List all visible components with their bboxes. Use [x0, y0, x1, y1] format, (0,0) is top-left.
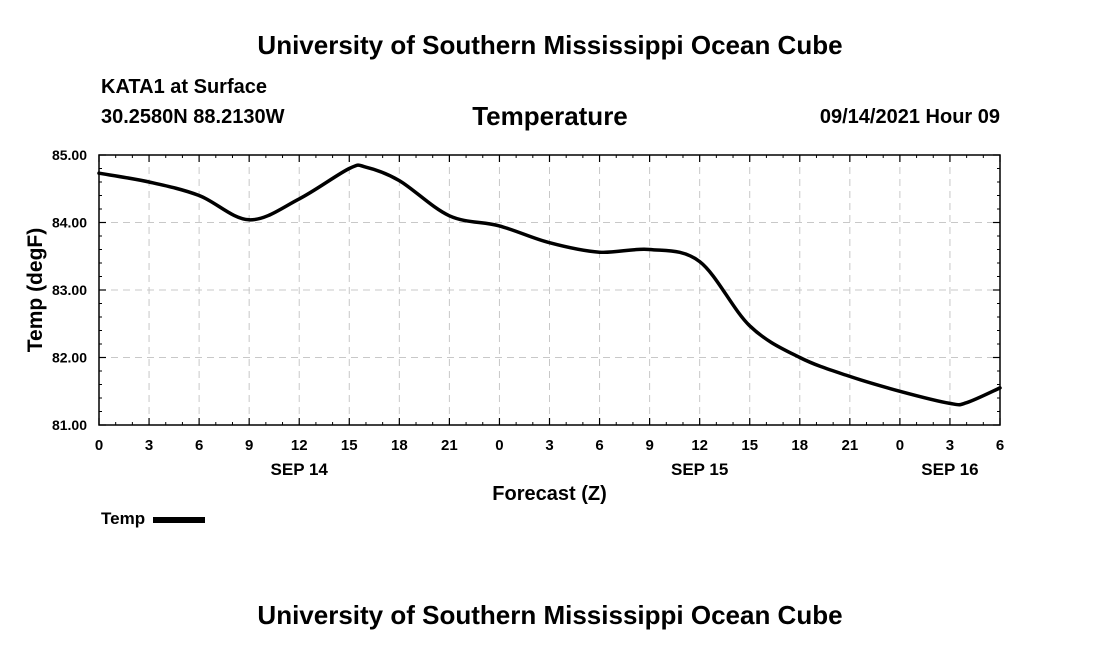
chart-title: Temperature: [472, 101, 628, 131]
x-axis-label: Forecast (Z): [492, 483, 606, 505]
x-tick-label: 12: [691, 437, 708, 454]
x-tick-label: 6: [195, 437, 203, 454]
chart-bottom-title: University of Southern Mississippi Ocean…: [257, 600, 843, 630]
y-tick-label: 85.00: [52, 147, 87, 163]
date-label: SEP 15: [671, 460, 728, 479]
x-tick-label: 21: [841, 437, 858, 454]
y-tick-label: 83.00: [52, 282, 87, 298]
chart-top-title: University of Southern Mississippi Ocean…: [257, 30, 843, 60]
legend-label: Temp: [101, 509, 146, 528]
x-tick-label: 6: [996, 437, 1004, 454]
y-tick-label: 81.00: [52, 417, 87, 433]
x-tick-label: 21: [441, 437, 458, 454]
legend-swatch: [153, 517, 206, 523]
x-tick-label: 6: [595, 437, 603, 454]
x-tick-label: 9: [645, 437, 653, 454]
temp-series-line: [97, 163, 1002, 407]
grid-lines: [99, 155, 1000, 425]
x-tick-label: 3: [946, 437, 954, 454]
date-label: SEP 14: [271, 460, 329, 479]
x-tick-label: 15: [341, 437, 358, 454]
date-label: SEP 16: [921, 460, 978, 479]
axis-tick-labels: 0 3 6 9 12 15 18 21 0 3 6 9 12 15 18 21 0 3 6 SEP 14 SEP 15 S…: [52, 147, 1004, 479]
station-coordinates: 30.2580N 88.2130W: [101, 106, 285, 128]
x-tick-label: 12: [291, 437, 308, 454]
axis-ticks: [98, 154, 1001, 426]
x-tick-label: 0: [95, 437, 103, 454]
station-label: KATA1 at Surface: [101, 76, 267, 98]
y-tick-label: 82.00: [52, 350, 87, 366]
x-tick-label: 3: [145, 437, 153, 454]
x-tick-label: 0: [896, 437, 904, 454]
x-tick-label: 15: [741, 437, 758, 454]
legend: Temp: [101, 509, 206, 529]
y-axis-label: Temp (degF): [24, 228, 47, 352]
x-tick-label: 18: [791, 437, 808, 454]
x-tick-label: 9: [245, 437, 253, 454]
y-tick-label: 84.00: [52, 215, 87, 231]
x-tick-label: 0: [495, 437, 503, 454]
x-tick-label: 18: [391, 437, 408, 454]
x-tick-label: 3: [545, 437, 553, 454]
forecast-datetime: 09/14/2021 Hour 09: [819, 106, 1000, 128]
